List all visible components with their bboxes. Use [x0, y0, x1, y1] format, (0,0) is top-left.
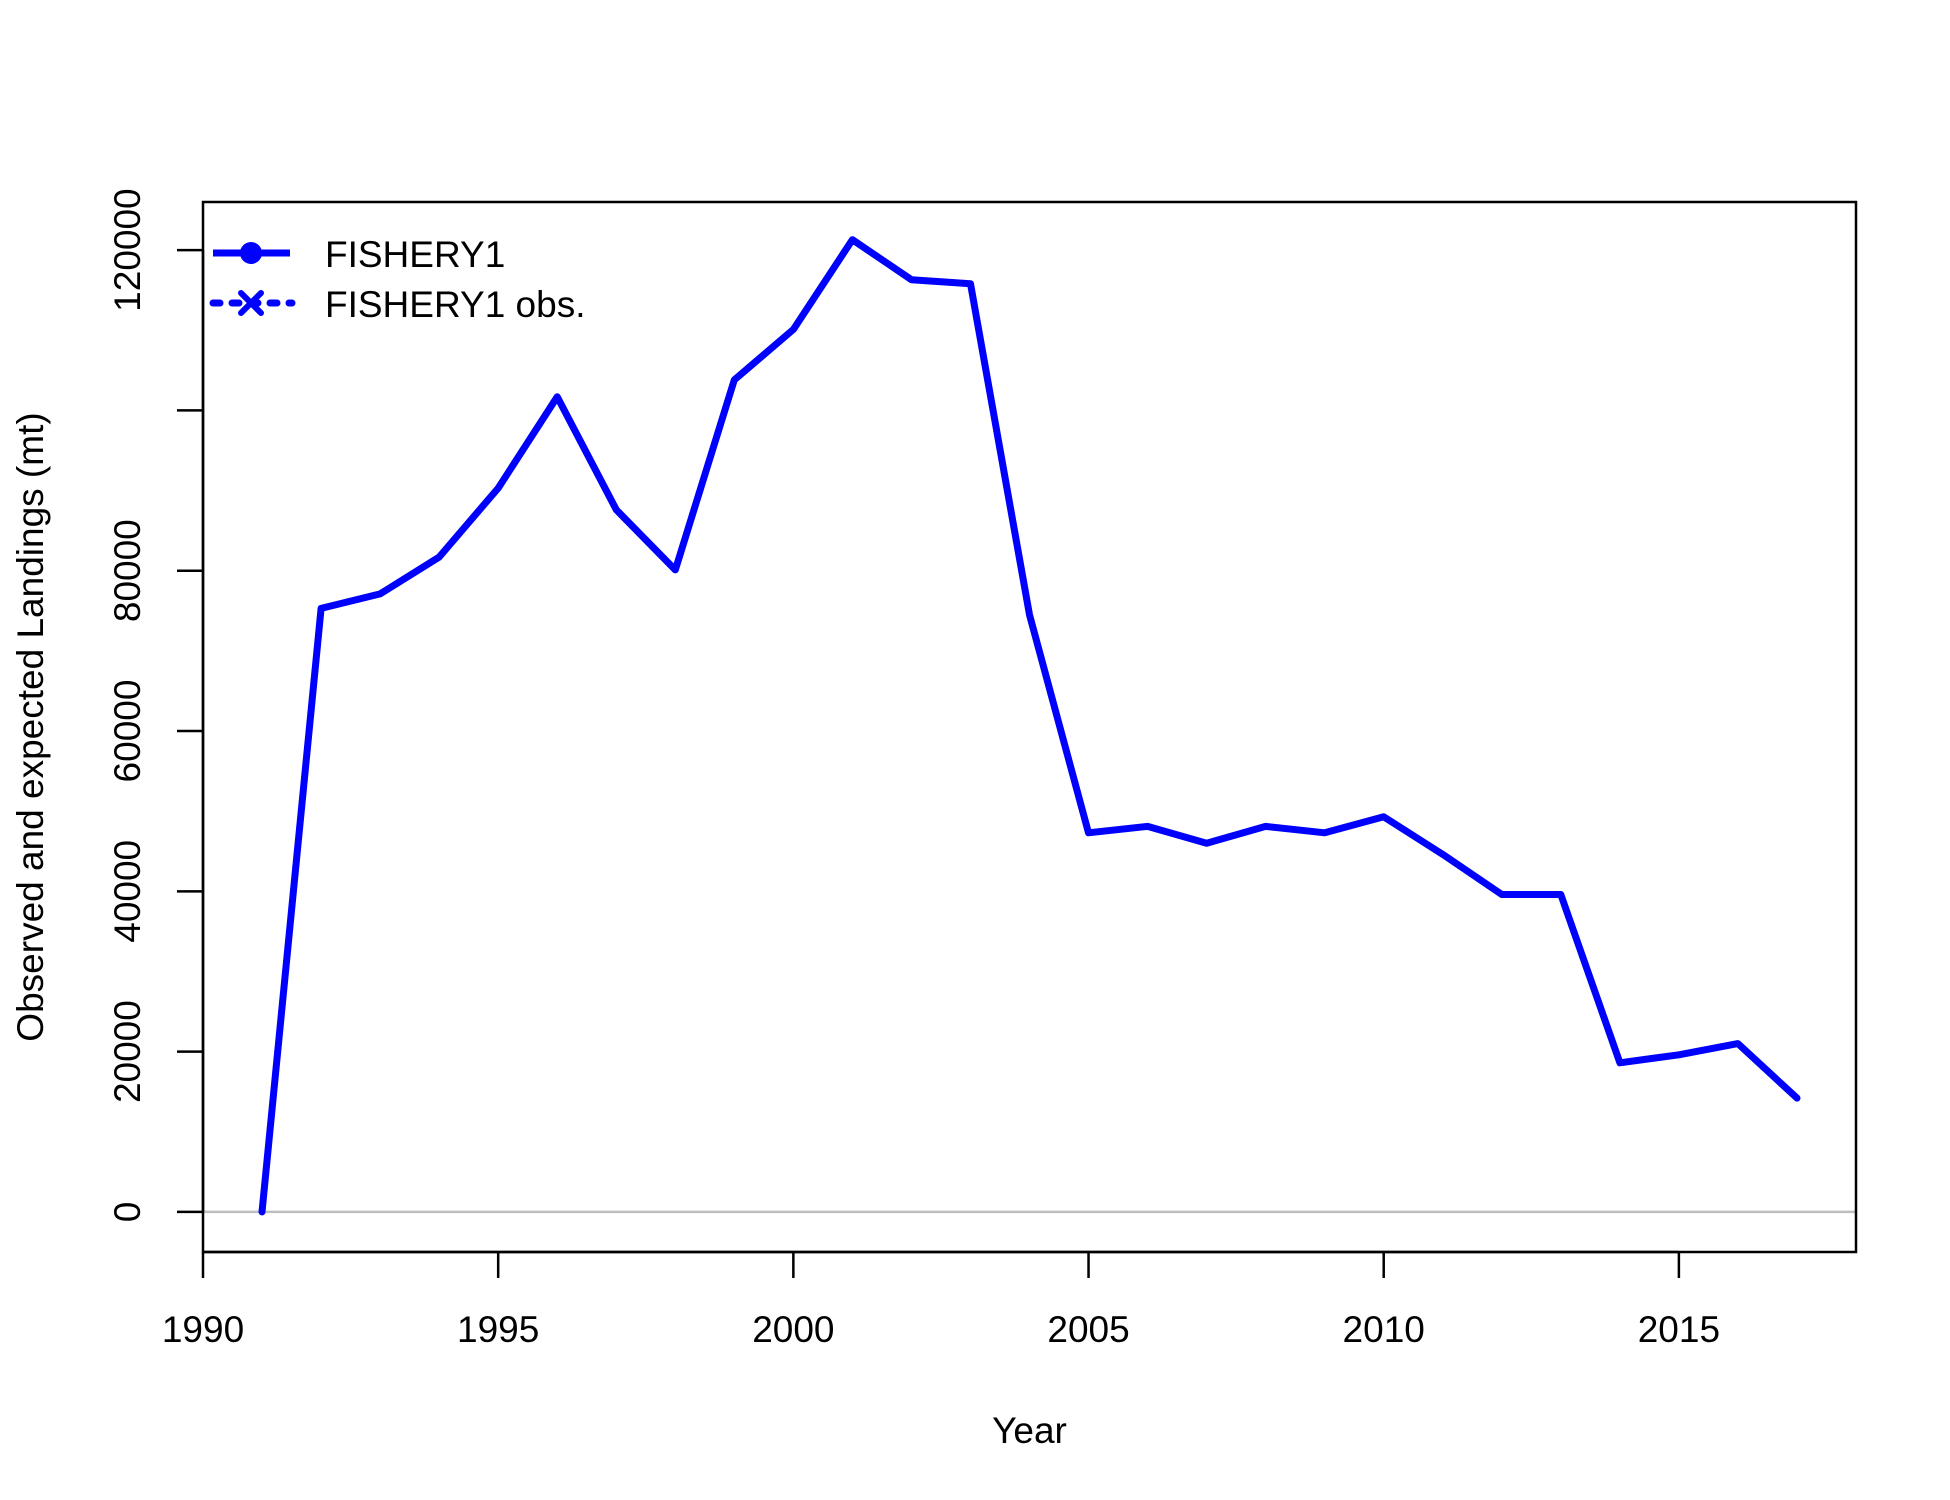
- y-tick-label: 120000: [107, 188, 148, 311]
- y-axis-title: Observed and expected Landings (mt): [10, 412, 51, 1041]
- legend: FISHERY1 FISHERY1 obs.: [209, 234, 585, 325]
- x-axis-title: Year: [992, 1410, 1067, 1451]
- legend-label-fishery1: FISHERY1: [325, 234, 505, 275]
- x-tick-label: 2010: [1343, 1309, 1425, 1350]
- x-tick-label: 2000: [752, 1309, 834, 1350]
- x-tick-label: 1990: [162, 1309, 244, 1350]
- series-line-layer: [258, 236, 1801, 1216]
- y-axis: 0 20000 40000 60000 80000 120000: [107, 188, 205, 1223]
- x-tick-label: 2005: [1047, 1309, 1129, 1350]
- y-tick-label: 60000: [107, 680, 148, 783]
- legend-circle-marker: [240, 242, 262, 264]
- y-tick-label: 80000: [107, 519, 148, 622]
- x-tick-label: 1995: [457, 1309, 539, 1350]
- x-tick-label: 2015: [1638, 1309, 1720, 1350]
- legend-label-fishery1-obs: FISHERY1 obs.: [325, 284, 585, 325]
- legend-x-marker: [238, 290, 264, 316]
- y-tick-label: 40000: [107, 840, 148, 943]
- series-line-fishery1: [258, 236, 1801, 1216]
- y-tick-label: 20000: [107, 1000, 148, 1103]
- x-axis: 1990 1995 2000 2005 2010 2015: [162, 1250, 1720, 1350]
- y-tick-label: 0: [107, 1202, 148, 1223]
